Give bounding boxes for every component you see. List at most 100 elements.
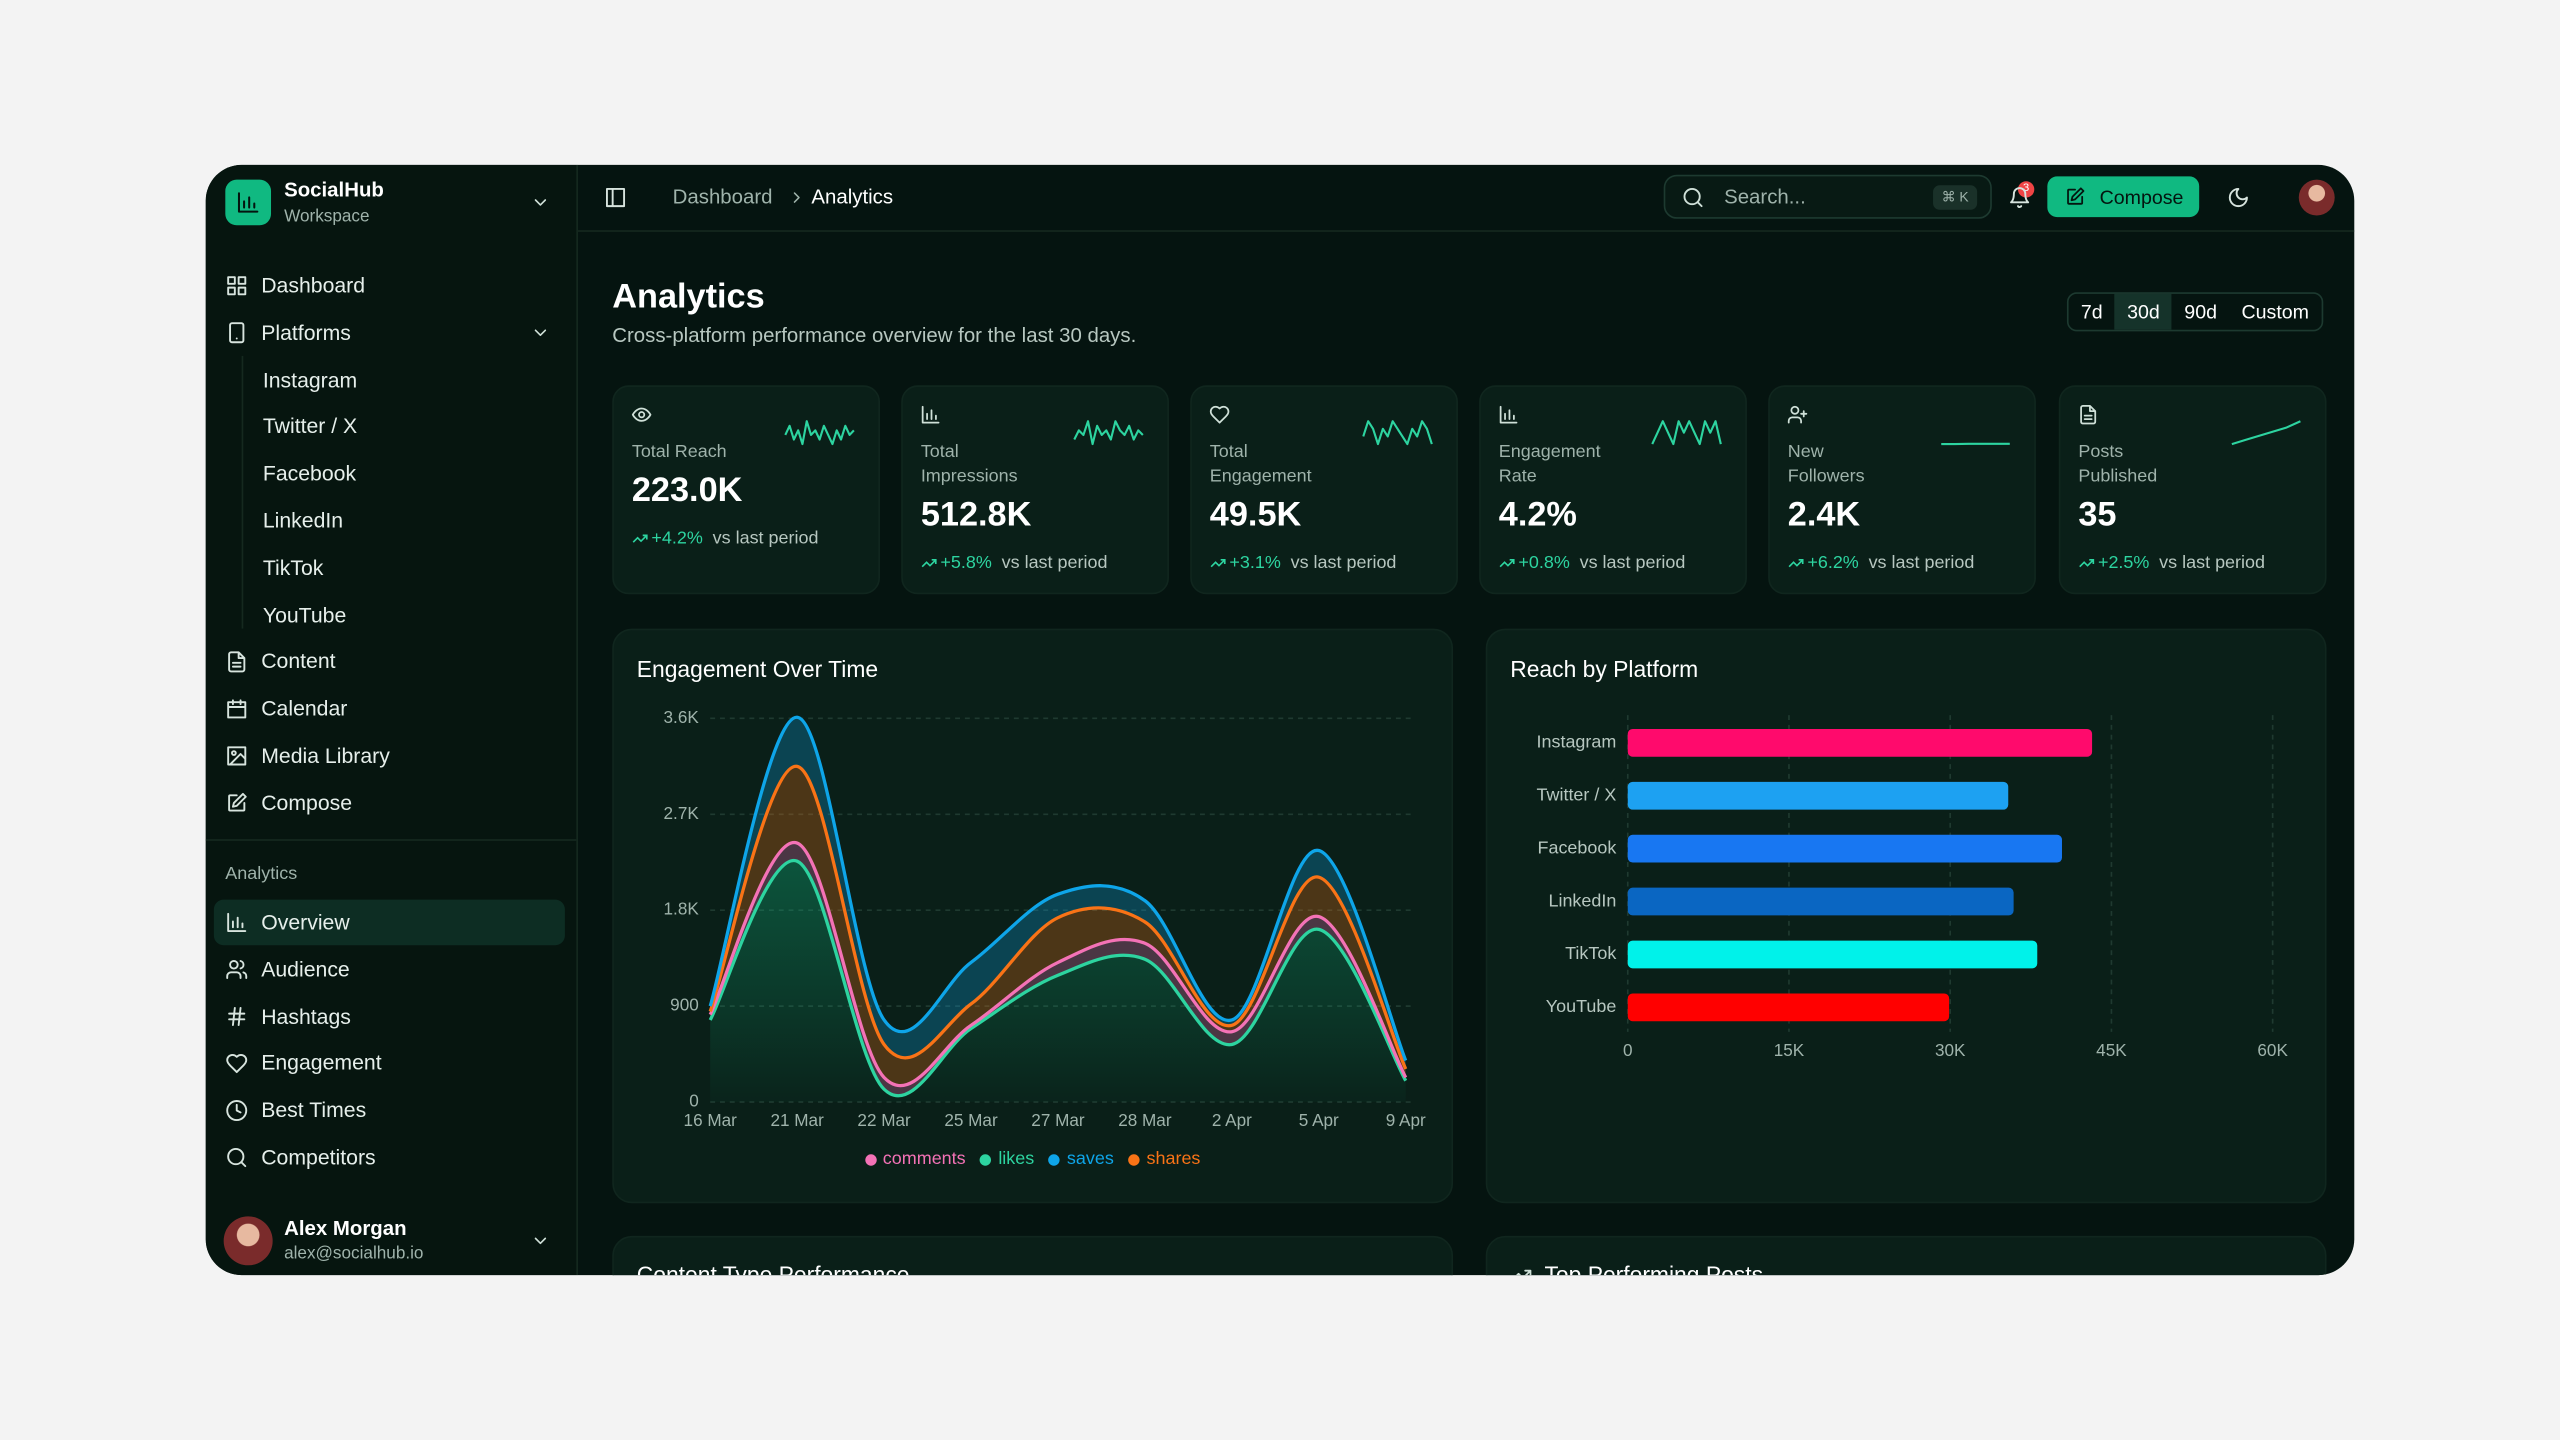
- nav-item[interactable]: Engagement: [261, 1050, 382, 1076]
- range-option[interactable]: 90d: [2184, 300, 2218, 324]
- kpi-note: vs last period: [2159, 552, 2265, 573]
- search-shortcut: ⌘ K: [1933, 185, 1978, 210]
- nav-item[interactable]: Calendar: [261, 696, 348, 721]
- legend-swatch: [1048, 1153, 1061, 1165]
- brand-logo: [225, 179, 272, 226]
- compose-label: Compose: [2099, 185, 2184, 209]
- breadcrumb-current: Analytics: [811, 185, 894, 209]
- kpi-note: vs last period: [1001, 552, 1108, 573]
- nav-subitem[interactable]: Instagram: [262, 367, 358, 392]
- nav-subitem[interactable]: Facebook: [262, 461, 357, 486]
- section-title: Content Type Performance: [636, 1261, 910, 1276]
- trend-icon: [1499, 558, 1515, 567]
- kpi-change: +0.8%: [1518, 552, 1570, 573]
- user-avatar[interactable]: [223, 1216, 273, 1266]
- nav-item[interactable]: Competitors: [261, 1144, 376, 1170]
- search-placeholder: Search...: [1724, 185, 1806, 209]
- range-option[interactable]: Custom: [2241, 300, 2310, 324]
- kpi-value: 49.5K: [1209, 495, 1302, 534]
- nav-item[interactable]: Dashboard: [261, 272, 366, 298]
- legend-swatch: [864, 1153, 877, 1165]
- nav-subitem[interactable]: LinkedIn: [262, 508, 344, 533]
- kpi-change-row: +2.5% vs last period: [2078, 551, 2325, 574]
- nav-item[interactable]: Overview: [261, 909, 350, 935]
- icon-path: [793, 192, 800, 203]
- trend-icon: [2079, 558, 2095, 567]
- range-selector: 7d 30d 90d Custom: [2066, 292, 2323, 332]
- breadcrumb-link[interactable]: Dashboard: [672, 185, 773, 209]
- legend-item[interactable]: saves: [1048, 1148, 1114, 1171]
- nav-item[interactable]: Media Library: [261, 743, 390, 768]
- legend-item[interactable]: shares: [1128, 1148, 1200, 1171]
- kpi-card: Posts Published 35 +2.5% vs last period: [2058, 385, 2327, 595]
- icon: [793, 192, 800, 203]
- icon-path: [605, 188, 626, 208]
- kpi-change: +6.2%: [1807, 552, 1859, 573]
- kpi-label: Total Engagement: [1209, 442, 1312, 486]
- nav-item[interactable]: Platforms: [261, 320, 351, 345]
- user-email: alex@socialhub.io: [284, 1243, 424, 1264]
- kpi-change: +2.5%: [2097, 552, 2150, 573]
- legend-item[interactable]: comments: [864, 1148, 966, 1171]
- icon: [2228, 188, 2248, 208]
- chart-card: [612, 628, 1454, 1204]
- trend-icon-path: [1499, 558, 1515, 567]
- nav-subitem[interactable]: Twitter / X: [262, 414, 358, 439]
- trend-icon-path: [632, 534, 648, 543]
- kpi-value: 4.2%: [1498, 495, 1577, 534]
- kpi-card: Engagement Rate 4.2% +0.8% vs last period: [1479, 385, 1747, 595]
- range-option[interactable]: 7d: [2080, 300, 2103, 324]
- chart-card: [1485, 628, 2327, 1204]
- nav-subitem[interactable]: YouTube: [262, 602, 347, 627]
- range-option[interactable]: 30d: [2114, 293, 2173, 330]
- kpi-card: Total Engagement 49.5K +3.1% vs last period: [1190, 385, 1458, 595]
- section-title: Top Performing Posts: [1544, 1261, 1764, 1276]
- kpi-value: 223.0K: [631, 471, 743, 510]
- kpi-change-row: +3.1% vs last period: [1210, 551, 1457, 574]
- kpi-label: Posts Published: [2078, 442, 2158, 486]
- app: SocialHub Workspace Dashboard Platforms Inst…: [205, 164, 2355, 1276]
- topbar-border: [577, 230, 2355, 232]
- kpi-note: vs last period: [1868, 552, 1975, 573]
- notification-badge[interactable]: 3: [2017, 181, 2035, 198]
- nav-item[interactable]: Audience: [261, 956, 350, 982]
- kpi-label: New Followers: [1787, 442, 1865, 486]
- kpi-change: +5.8%: [940, 552, 992, 573]
- kpi-change-row: +5.8% vs last period: [921, 551, 1168, 574]
- legend-item[interactable]: likes: [980, 1148, 1034, 1171]
- kpi-label: Total Reach: [631, 442, 727, 463]
- trend-icon-path: [1210, 558, 1226, 567]
- kpi-card: Total Impressions 512.8K +5.8% vs last peri…: [901, 385, 1169, 595]
- trend-icon-path: [921, 558, 937, 567]
- kpi-change-row: +0.8% vs last period: [1499, 551, 1746, 574]
- sidebar-border: [576, 164, 578, 1276]
- kpi-value: 35: [2078, 495, 2117, 534]
- nav-item[interactable]: Best Times: [261, 1097, 367, 1123]
- icon-path: [2228, 188, 2248, 208]
- legend-label: likes: [998, 1149, 1035, 1169]
- legend-label: saves: [1066, 1149, 1114, 1169]
- trend-icon-path: [2079, 558, 2095, 567]
- kpi-change-row: +4.2% vs last period: [632, 527, 879, 550]
- nav-item[interactable]: Compose: [261, 790, 353, 815]
- nav-subitem[interactable]: TikTok: [262, 555, 324, 580]
- top-avatar[interactable]: [2298, 179, 2335, 216]
- kpi-value: 2.4K: [1787, 495, 1861, 534]
- icon: [605, 188, 626, 208]
- kpi-change: +3.1%: [1229, 552, 1281, 573]
- legend-label: comments: [882, 1149, 966, 1169]
- trend-icon: [632, 534, 648, 543]
- trend-icon: [1788, 558, 1804, 567]
- nav-active-bg: [213, 899, 565, 946]
- trend-icon-path: [1788, 558, 1804, 567]
- kpi-label: Total Impressions: [920, 442, 1018, 486]
- kpi-change-row: +6.2% vs last period: [1788, 551, 2035, 574]
- trend-icon: [1210, 558, 1226, 567]
- kpi-value: 512.8K: [920, 495, 1032, 534]
- kpi-label: Engagement Rate: [1498, 442, 1601, 486]
- nav-item[interactable]: Content: [261, 649, 336, 674]
- nav-item[interactable]: Hashtags: [261, 1003, 351, 1029]
- kpi-note: vs last period: [1290, 552, 1397, 573]
